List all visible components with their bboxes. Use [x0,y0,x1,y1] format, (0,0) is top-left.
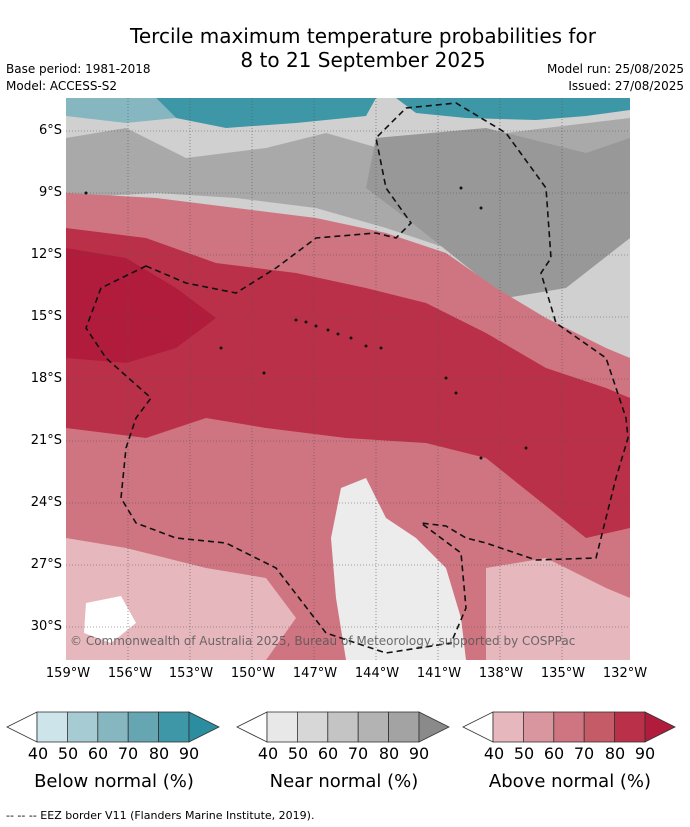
colorbar-low-extend [6,711,38,743]
lon-label: 141°W [416,666,462,681]
colorbar-high-extend [644,711,676,743]
colorbar-tick: 50 [287,744,309,763]
colorbar-high-extend [188,711,220,743]
lon-label: 147°W [292,666,338,681]
below-normal-light-teal [66,98,176,123]
colorbar-tick: 50 [57,744,79,763]
colorbar-tick: 70 [117,744,139,763]
lon-label: 144°W [354,666,400,681]
colorbar-near-normal [236,711,450,743]
map-title-line2: 8 to 21 September 2025 [240,48,486,72]
copyright-text: © Commonwealth of Australia 2025, Bureau… [70,634,576,648]
near-normal-south-white [331,478,466,660]
colorbar-segment [297,711,329,743]
colorbar-low-extend [462,711,494,743]
colorbar-high-extend [418,711,450,743]
colorbar-segment [553,711,585,743]
below-normal-region-teal-east [396,98,630,120]
above-normal-darkest-region [66,248,216,363]
lon-label: 132°W [602,666,648,681]
lat-label: 12°S [30,247,62,262]
eez-border-french-polynesia [85,102,629,654]
issued-text: Issued: 27/08/2025 [568,79,684,93]
above-normal-dark-region [66,228,630,538]
colorbar-tick: 60 [543,744,565,763]
islands [84,186,528,460]
model-text: Model: ACCESS-S2 [6,79,118,93]
colorbar-tick: 40 [257,744,279,763]
colorbar-tick: 80 [378,744,400,763]
lat-label: 27°S [30,557,62,572]
colorbar-tick: 70 [347,744,369,763]
colorbar-segment [357,711,389,743]
lon-label: 156°W [107,666,153,681]
colorbar-tick: 40 [483,744,505,763]
colorbar-title-near: Near normal (%) [269,771,419,792]
near-normal-dark-patch [366,128,630,298]
lon-label: 150°W [230,666,276,681]
colorbar-tick: 70 [573,744,595,763]
probability-map [66,98,630,660]
lat-label: 30°S [30,619,62,634]
colorbar-segment [614,711,646,743]
colorbar-segment [127,711,159,743]
lat-label: 21°S [30,433,62,448]
lat-label: 18°S [30,371,62,386]
lat-label: 9°S [38,185,62,200]
map-title-line1: Tercile maximum temperature probabilitie… [130,24,596,48]
white-patch-sw [84,596,136,643]
colorbar-segment [158,711,190,743]
colorbar-low-extend [236,711,268,743]
colorbar-tick: 50 [513,744,535,763]
colorbar-segment [583,711,615,743]
base-period-text: Base period: 1981-2018 [6,62,151,76]
colorbar-segment [36,711,68,743]
colorbar-below-normal [6,711,220,743]
lat-label: 6°S [38,123,62,138]
colorbar-segment [388,711,420,743]
above-normal-light-east [486,558,630,660]
below-normal-region-teal [156,98,376,128]
colorbar-segment [327,711,359,743]
colorbar-tick: 80 [148,744,170,763]
colorbar-segment [266,711,298,743]
colorbar-tick: 60 [87,744,109,763]
colorbar-segment [492,711,524,743]
lon-label: 153°W [168,666,214,681]
colorbar-tick: 90 [408,744,430,763]
colorbar-segment [67,711,99,743]
lat-label: 15°S [30,309,62,324]
graticule [66,98,630,660]
lon-label: 138°W [478,666,524,681]
model-run-text: Model run: 25/08/2025 [546,62,684,76]
lon-label: 135°W [540,666,586,681]
lon-label: 159°W [45,666,91,681]
colorbar-tick: 80 [604,744,626,763]
colorbar-title-below: Below normal (%) [34,771,194,792]
colorbar-tick: 40 [27,744,49,763]
colorbar-segment [97,711,129,743]
colorbar-above-normal [462,711,676,743]
colorbar-title-above: Above normal (%) [488,771,652,792]
colorbar-segment [523,711,555,743]
colorbar-tick: 60 [317,744,339,763]
eez-legend-text: -- -- -- EEZ border V11 (Flanders Marine… [6,809,315,822]
colorbar-tick: 90 [178,744,200,763]
colorbar-tick: 90 [634,744,656,763]
lat-label: 24°S [30,495,62,510]
